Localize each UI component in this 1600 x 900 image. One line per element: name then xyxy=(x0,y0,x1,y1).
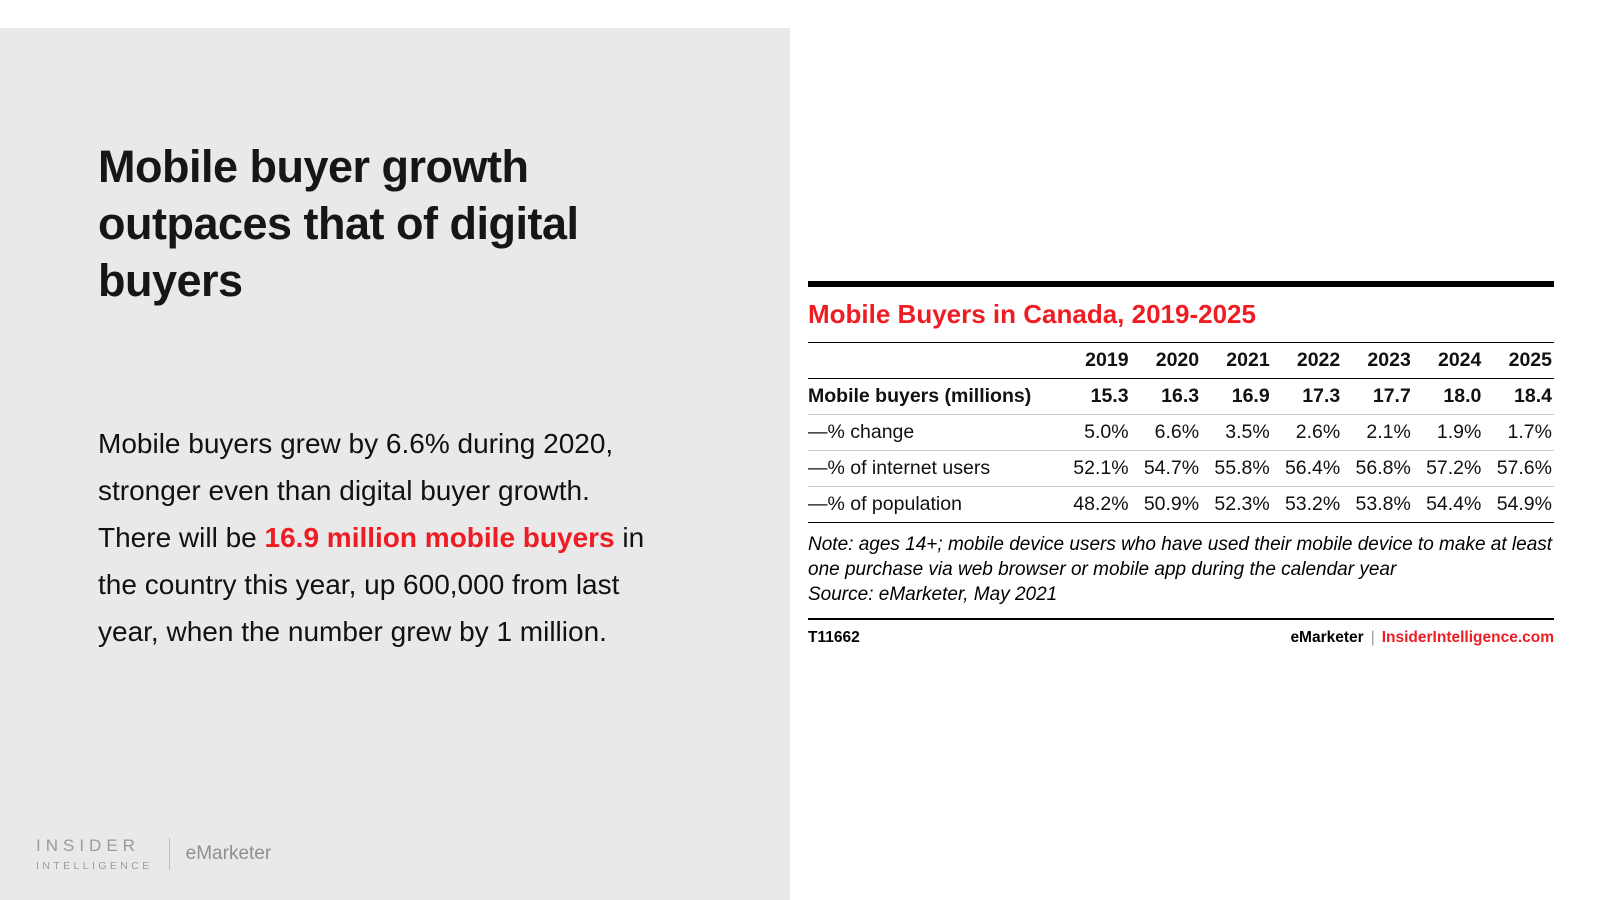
data-cell: 2.6% xyxy=(1271,414,1343,451)
row-label: Mobile buyers (millions) xyxy=(808,378,1060,415)
chart-top-bar xyxy=(808,281,1554,287)
chart-source-text: Source: eMarketer, May 2021 xyxy=(808,584,1058,606)
data-cell: 15.3 xyxy=(1060,378,1131,415)
data-cell: 16.3 xyxy=(1130,378,1202,415)
year-column-header: 2023 xyxy=(1342,343,1413,379)
data-cell: 16.9 xyxy=(1201,378,1272,415)
table-row: Mobile buyers (millions) 15.3 16.3 16.9 17.3… xyxy=(808,378,1554,415)
data-cell: 48.2% xyxy=(1060,486,1131,523)
data-cell: 53.8% xyxy=(1342,486,1413,523)
data-cell: 1.9% xyxy=(1412,414,1484,451)
chart-note-text: Note: ages 14+; mobile device users who … xyxy=(808,534,1553,581)
data-cell: 54.4% xyxy=(1412,486,1484,523)
table-header-row: 2019 2020 2021 2022 2023 2024 2025 xyxy=(808,343,1554,379)
table-corner-cell xyxy=(808,343,1060,379)
table-head: 2019 2020 2021 2022 2023 2024 2025 xyxy=(808,343,1554,379)
year-column-header: 2022 xyxy=(1271,343,1343,379)
year-column-header: 2019 xyxy=(1060,343,1131,379)
row-label: —% of population xyxy=(808,486,1060,523)
footer-site-link[interactable]: InsiderIntelligence.com xyxy=(1381,629,1554,647)
data-cell: 52.3% xyxy=(1201,486,1272,523)
row-label: —% change xyxy=(808,414,1060,451)
data-cell: 6.6% xyxy=(1130,414,1202,451)
data-cell: 50.9% xyxy=(1130,486,1202,523)
data-cell: 52.1% xyxy=(1060,450,1131,487)
data-cell: 53.2% xyxy=(1271,486,1343,523)
data-cell: 18.4 xyxy=(1483,378,1554,415)
left-panel: Mobile buyer growth outpaces that of dig… xyxy=(0,28,790,900)
logo-intelligence-text: INTELLIGENCE xyxy=(36,860,153,872)
data-cell: 54.9% xyxy=(1483,486,1554,523)
chart-panel: Mobile Buyers in Canada, 2019-2025 2019 2… xyxy=(808,281,1554,647)
table-row: —% of population 48.2% 50.9% 52.3% 53.2% 53.8… xyxy=(808,486,1554,523)
table-row: —% change 5.0% 6.6% 3.5% 2.6% 2.1% 1.9% 1.7% xyxy=(808,414,1554,451)
data-table: 2019 2020 2021 2022 2023 2024 2025 Mobile buye… xyxy=(808,343,1554,523)
data-cell: 3.5% xyxy=(1201,414,1272,451)
data-cell: 18.0 xyxy=(1412,378,1484,415)
data-cell: 55.8% xyxy=(1201,450,1272,487)
slide-heading: Mobile buyer growth outpaces that of dig… xyxy=(98,141,579,307)
data-cell: 1.7% xyxy=(1483,414,1554,451)
table-body: Mobile buyers (millions) 15.3 16.3 16.9 17.3… xyxy=(808,378,1554,523)
data-cell: 17.3 xyxy=(1271,378,1343,415)
footer-brand: eMarketer xyxy=(1290,629,1364,647)
paragraph-text-post: in the country this year, up 600,000 fro… xyxy=(98,522,645,647)
logo-emarketer-text: eMarketer xyxy=(185,843,272,864)
row-label: —% of internet users xyxy=(808,450,1060,487)
chart-title: Mobile Buyers in Canada, 2019-2025 xyxy=(808,287,1554,343)
data-cell: 17.7 xyxy=(1342,378,1413,415)
footer-separator: | xyxy=(1370,629,1375,647)
year-column-header: 2020 xyxy=(1130,343,1202,379)
data-cell: 56.8% xyxy=(1342,450,1413,487)
table-row: —% of internet users 52.1% 54.7% 55.8% 56.4%… xyxy=(808,450,1554,487)
chart-note: Note: ages 14+; mobile device users who … xyxy=(808,523,1554,621)
chart-footer: T11662 eMarketer | InsiderIntelligence.c… xyxy=(808,620,1554,647)
insider-intelligence-wordmark: INSIDER INTELLIGENCE xyxy=(36,836,153,872)
data-cell: 57.2% xyxy=(1412,450,1484,487)
chart-footer-brand-group: eMarketer | InsiderIntelligence.com xyxy=(1290,629,1554,647)
year-column-header: 2024 xyxy=(1412,343,1484,379)
data-cell: 54.7% xyxy=(1130,450,1202,487)
chart-id: T11662 xyxy=(808,629,860,647)
slide-paragraph: Mobile buyers grew by 6.6% during 2020, … xyxy=(98,420,658,655)
insider-intelligence-logo: INSIDER INTELLIGENCE eMarketer xyxy=(36,836,271,872)
data-cell: 5.0% xyxy=(1060,414,1131,451)
data-cell: 56.4% xyxy=(1271,450,1343,487)
logo-insider-text: INSIDER xyxy=(36,836,140,855)
year-column-header: 2021 xyxy=(1201,343,1272,379)
data-cell: 57.6% xyxy=(1483,450,1554,487)
paragraph-highlight: 16.9 million mobile buyers xyxy=(264,522,615,553)
logo-divider xyxy=(168,838,170,870)
paragraph-text-pre: Mobile buyers grew by 6.6% during 2020, … xyxy=(98,428,614,553)
data-cell: 2.1% xyxy=(1342,414,1413,451)
year-column-header: 2025 xyxy=(1483,343,1554,379)
